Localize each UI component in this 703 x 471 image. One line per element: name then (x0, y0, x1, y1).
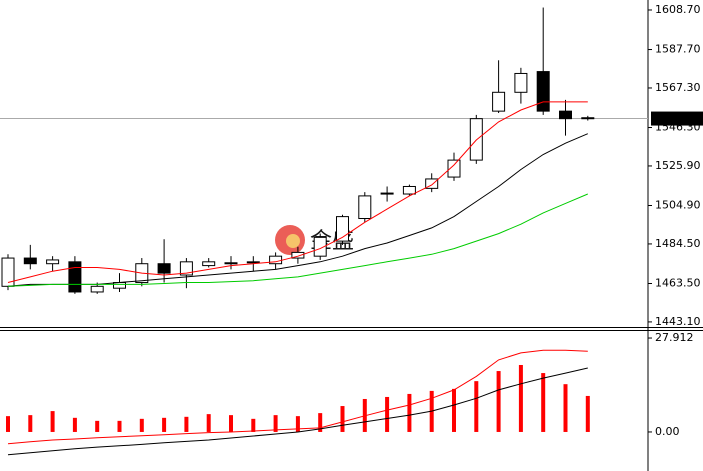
candle-body (224, 262, 238, 265)
candle-body (581, 117, 595, 120)
bar (474, 381, 479, 432)
candle-body (68, 261, 82, 293)
y-tick-label: 1463.50 (655, 276, 701, 289)
bar (585, 395, 590, 432)
candle-body (246, 261, 260, 264)
bar (541, 373, 546, 432)
bar (50, 411, 55, 432)
bar (162, 417, 167, 432)
bar (229, 415, 233, 432)
bar (496, 371, 501, 432)
bar (28, 415, 33, 432)
candle-body (358, 195, 372, 220)
y-tick-label: 0.00 (655, 425, 680, 438)
candle-body (157, 263, 171, 274)
candle-body (313, 236, 327, 257)
y-tick-label: 1443.10 (655, 315, 701, 328)
bar (407, 393, 412, 432)
y-tick-label: 1484.50 (655, 237, 701, 250)
bar (6, 416, 10, 432)
y-tick-label: 1587.70 (655, 43, 701, 56)
y-tick-label: 1504.90 (655, 199, 701, 212)
price-panel: 1608.701587.701567.301546.301525.901504.… (0, 3, 703, 328)
bar (184, 416, 189, 432)
bar (340, 406, 345, 432)
bar (318, 413, 323, 432)
watermark-logo (286, 234, 300, 248)
candle-body (90, 285, 104, 293)
candle-body (291, 251, 305, 259)
bar (452, 388, 456, 432)
bar (295, 416, 300, 432)
y-tick-label: 27.912 (655, 331, 694, 344)
bar (72, 417, 77, 432)
bar (95, 420, 100, 432)
candle-body (559, 110, 572, 120)
candle-body (202, 261, 216, 267)
candle-body (380, 192, 394, 195)
bar (518, 364, 523, 432)
bar (385, 396, 390, 432)
bar (563, 384, 568, 432)
candle-body (46, 259, 60, 265)
indicator-panel: 27.912 0.00 (6, 331, 694, 456)
candle-body (23, 257, 37, 265)
bar (117, 420, 122, 432)
last-price-box (651, 111, 703, 126)
bar (206, 414, 211, 432)
candle-body (514, 72, 528, 93)
y-tick-label: 1567.30 (655, 81, 701, 94)
bar (251, 418, 256, 432)
indicator-line (7, 101, 588, 283)
y-tick-label: 1608.70 (655, 3, 701, 16)
candle-body (402, 185, 416, 195)
candle-body (536, 71, 550, 112)
candle-body (447, 159, 461, 178)
candle-body (425, 178, 439, 189)
indicator-line (7, 193, 588, 287)
bar (273, 415, 278, 432)
candle-body (492, 91, 506, 112)
indicator-line (7, 367, 588, 456)
candle-body (179, 261, 193, 276)
candle-body (113, 282, 126, 289)
bar (139, 418, 144, 432)
indicator-line (7, 349, 588, 445)
indicator-line (7, 133, 588, 287)
y-tick-label: 1525.90 (655, 159, 701, 172)
last-price-label: 1551.06 (654, 112, 700, 125)
candle-body (1, 257, 15, 287)
